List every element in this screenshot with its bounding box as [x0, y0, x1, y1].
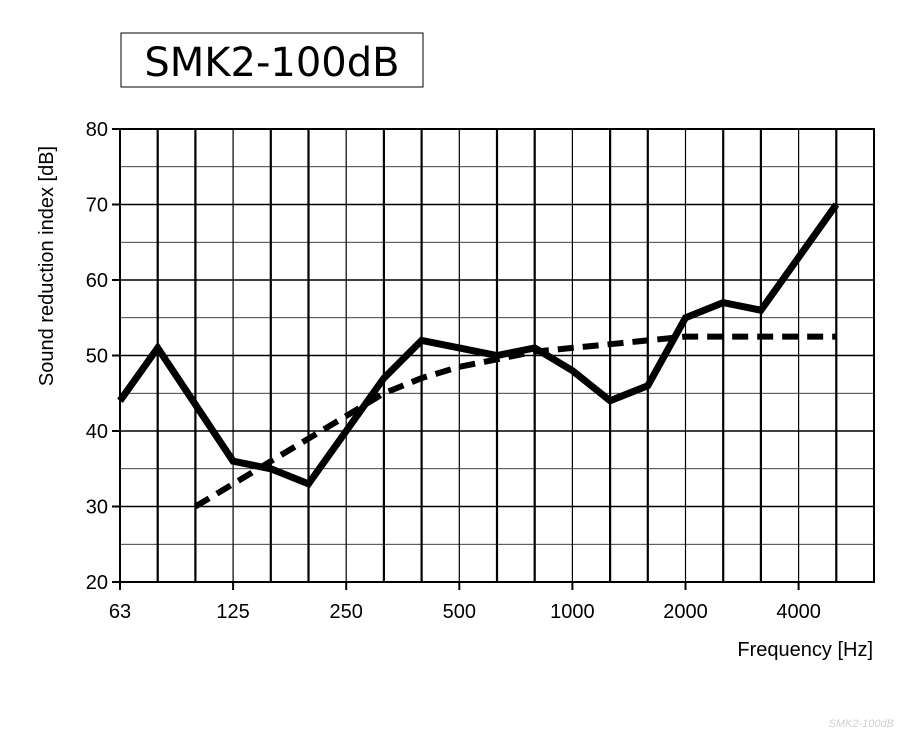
measured-curve-point — [571, 370, 573, 372]
measured-curve-point — [760, 309, 762, 311]
measured-curve-point — [383, 377, 385, 379]
reference-curve-point — [798, 336, 800, 338]
reference-curve-point — [571, 347, 573, 349]
chart-title: SMK2-100dB — [144, 40, 399, 86]
measured-curve-point — [119, 400, 121, 402]
reference-curve-point — [232, 483, 234, 485]
reference-curve-point — [194, 506, 196, 507]
measured-curve-point — [458, 347, 460, 349]
reference-curve-point — [609, 343, 611, 345]
y-tick-label: 70 — [86, 195, 108, 217]
title-box — [120, 32, 424, 88]
reference-curve-line — [193, 333, 837, 510]
y-tick-label: 30 — [86, 497, 108, 519]
measured-curve-line — [117, 202, 840, 489]
measured-curve-point — [157, 347, 159, 349]
y-tick-label: 50 — [86, 346, 108, 368]
x-tick-label: 4000 — [776, 601, 821, 623]
measured-curve-point — [194, 404, 196, 406]
reference-curve-point — [308, 438, 309, 440]
x-tick-label: 250 — [330, 601, 363, 623]
reference-curve-point — [496, 358, 498, 360]
x-tick-label: 500 — [443, 601, 476, 623]
x-tick-label: 125 — [216, 601, 249, 623]
x-tick-labels: 63 125 250 500 1000 2000 4000 — [109, 582, 821, 623]
measured-curve-point — [798, 256, 800, 258]
measured-curve-point — [722, 302, 724, 304]
reference-curve-point — [383, 392, 385, 394]
x-tick-label: 1000 — [550, 601, 595, 623]
measured-curve-point — [421, 339, 423, 341]
reference-curve-point — [722, 336, 724, 338]
measured-curve-point — [685, 317, 686, 319]
measured-curve-point — [647, 385, 649, 387]
measured-curve-point — [534, 347, 536, 349]
y-tick-label: 20 — [86, 572, 108, 594]
y-tick-label: 40 — [86, 421, 108, 443]
reference-curve-point — [345, 415, 347, 417]
x-axis-label: Frequency [Hz] — [737, 639, 873, 661]
y-axis-label: Sound reduction index [dB] — [36, 146, 58, 386]
watermark-text: SMK2-100dB — [829, 718, 894, 730]
y-tick-label: 60 — [86, 270, 108, 292]
reference-curve-point — [270, 460, 272, 462]
y-tick-labels: 20 30 40 50 60 70 80 — [86, 119, 120, 594]
measured-curve-point — [609, 400, 611, 402]
x-tick-label: 2000 — [663, 601, 708, 623]
reference-curve-point — [458, 366, 460, 368]
series-layer — [117, 202, 840, 510]
reference-curve-point — [534, 351, 536, 353]
x-tick-label: 63 — [109, 601, 131, 623]
measured-curve-point — [835, 204, 837, 205]
measured-curve-point — [270, 468, 272, 470]
reference-curve-point — [835, 336, 837, 338]
y-tick-label: 80 — [86, 119, 108, 141]
reference-curve-point — [760, 336, 762, 338]
reference-curve-point — [685, 336, 686, 338]
reference-curve-point — [647, 339, 649, 341]
measured-curve-point — [496, 355, 498, 356]
measured-curve-point — [345, 430, 347, 432]
measured-curve-point — [308, 483, 309, 485]
reference-curve-point — [421, 377, 423, 379]
measured-curve-point — [232, 460, 234, 462]
